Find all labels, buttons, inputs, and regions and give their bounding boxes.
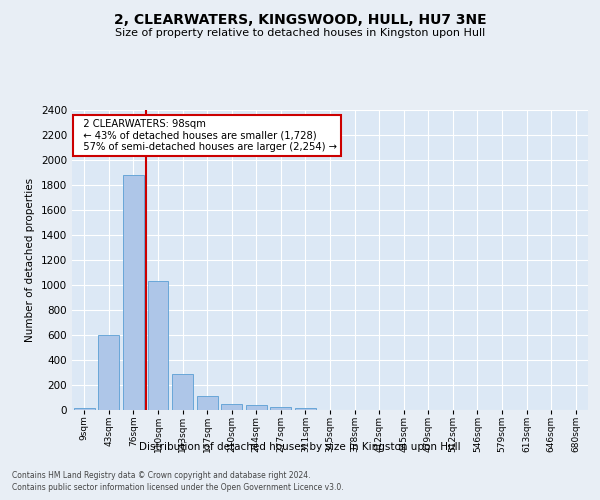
Bar	[197, 396, 218, 410]
Bar	[148, 281, 169, 410]
Text: 2 CLEARWATERS: 98sqm
  ← 43% of detached houses are smaller (1,728)
  57% of sem: 2 CLEARWATERS: 98sqm ← 43% of detached h…	[77, 119, 337, 152]
Bar	[98, 335, 119, 410]
Text: Contains public sector information licensed under the Open Government Licence v3: Contains public sector information licen…	[12, 484, 344, 492]
Text: Distribution of detached houses by size in Kingston upon Hull: Distribution of detached houses by size …	[139, 442, 461, 452]
Text: Size of property relative to detached houses in Kingston upon Hull: Size of property relative to detached ho…	[115, 28, 485, 38]
Bar	[123, 175, 144, 410]
Text: 2, CLEARWATERS, KINGSWOOD, HULL, HU7 3NE: 2, CLEARWATERS, KINGSWOOD, HULL, HU7 3NE	[113, 12, 487, 26]
Bar	[295, 408, 316, 410]
Bar	[74, 408, 95, 410]
Bar	[246, 405, 267, 410]
Text: Contains HM Land Registry data © Crown copyright and database right 2024.: Contains HM Land Registry data © Crown c…	[12, 471, 311, 480]
Y-axis label: Number of detached properties: Number of detached properties	[25, 178, 35, 342]
Bar	[172, 374, 193, 410]
Bar	[271, 406, 292, 410]
Bar	[221, 404, 242, 410]
